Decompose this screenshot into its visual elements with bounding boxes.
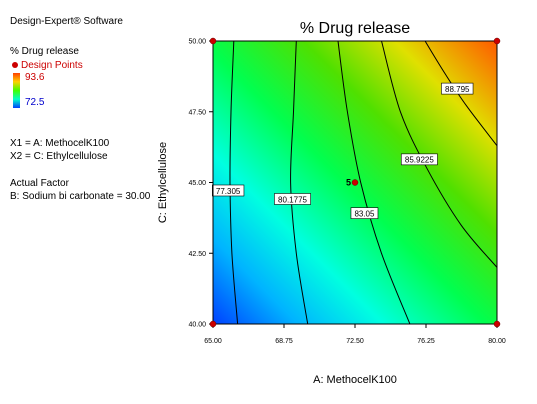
x-tick-label: 80.00 [488, 338, 506, 345]
design-point [351, 179, 359, 186]
legend-design-points: Design Points [10, 60, 83, 71]
x-tick-label: 72.50 [346, 338, 364, 345]
actual-factor-heading: Actual Factor [10, 178, 69, 189]
x-tick-label: 76.25 [417, 338, 435, 345]
contour-label: 83.05 [354, 209, 375, 218]
y-tick-label: 47.50 [188, 109, 206, 116]
contour-line [337, 40, 411, 325]
contour-label-box [441, 82, 474, 95]
contour-label-box [212, 184, 245, 197]
software-name: Design-Expert® Software [10, 16, 123, 27]
y-axis-label: C: Ethylcellulose [157, 142, 169, 223]
design-point [209, 320, 217, 328]
contour-label-box [400, 153, 438, 166]
response-name: % Drug release [10, 46, 79, 57]
contour-label: 88.795 [445, 85, 470, 94]
design-point [209, 37, 217, 45]
legend-max-value: 93.6 [25, 72, 45, 83]
color-scale-bar [13, 73, 20, 108]
y-tick-label: 42.50 [188, 251, 206, 258]
legend-min-value: 72.5 [25, 97, 45, 108]
contour-label: 80.1775 [278, 195, 307, 204]
contour-label-box [350, 207, 379, 219]
factor-x2: X2 = C: Ethylcellulose [10, 151, 108, 162]
design-point [493, 320, 501, 328]
contour-label: 77.305 [216, 187, 241, 196]
contour-line [229, 40, 239, 325]
x-tick-label: 65.00 [204, 338, 222, 345]
y-tick-label: 45.00 [188, 180, 206, 187]
design-point [493, 37, 501, 45]
legend-design-points-label: Design Points [21, 60, 83, 71]
actual-factor-value: B: Sodium bi carbonate = 30.00 [10, 191, 151, 202]
contour-line [381, 40, 498, 268]
x-axis-label: A: MethocelK100 [313, 374, 397, 386]
design-point-replicate-label: 5 [346, 178, 351, 188]
design-point-marker-icon [12, 61, 18, 68]
contour-label-box [274, 193, 311, 205]
factor-x1: X1 = A: MethocelK100 [10, 138, 110, 149]
chart-title: % Drug release [300, 20, 410, 37]
contour-line [290, 40, 309, 325]
y-tick-label: 40.00 [188, 322, 206, 329]
y-tick-label: 50.00 [188, 39, 206, 46]
contour-label: 85.9225 [405, 156, 434, 165]
plot-frame [212, 40, 498, 325]
x-tick-label: 68.75 [275, 338, 293, 345]
